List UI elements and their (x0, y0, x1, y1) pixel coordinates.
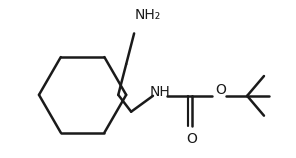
Text: O: O (215, 83, 226, 97)
Text: NH₂: NH₂ (135, 8, 161, 22)
Text: NH: NH (149, 85, 170, 99)
Text: O: O (186, 132, 197, 146)
